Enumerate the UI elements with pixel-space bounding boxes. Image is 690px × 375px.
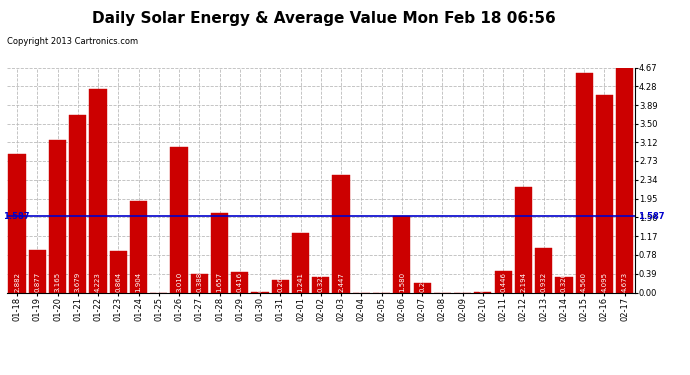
Bar	[495, 271, 512, 292]
Bar	[292, 233, 309, 292]
Text: Daily Solar Energy & Average Value Mon Feb 18 06:56: Daily Solar Energy & Average Value Mon F…	[92, 11, 556, 26]
Text: 1.904: 1.904	[135, 272, 141, 291]
Bar	[555, 277, 573, 292]
Text: 0.000: 0.000	[440, 271, 445, 291]
Text: 3.679: 3.679	[75, 271, 81, 291]
Text: 0.864: 0.864	[115, 272, 121, 291]
Bar	[333, 175, 350, 292]
Text: 0.932: 0.932	[541, 272, 546, 291]
Text: 2.447: 2.447	[338, 272, 344, 291]
Text: 4.673: 4.673	[622, 272, 628, 291]
Bar	[170, 147, 188, 292]
Bar	[69, 115, 86, 292]
Text: 0.877: 0.877	[34, 271, 40, 291]
Bar	[393, 216, 411, 292]
Text: 0.000: 0.000	[379, 271, 384, 291]
Text: 2.882: 2.882	[14, 272, 20, 291]
Text: 4.560: 4.560	[581, 272, 587, 291]
Bar	[29, 250, 46, 292]
Text: 0.320: 0.320	[561, 272, 567, 291]
Bar	[90, 89, 107, 292]
Bar	[190, 274, 208, 292]
Text: 0.388: 0.388	[197, 271, 202, 291]
Text: 1.241: 1.241	[297, 272, 304, 291]
Bar	[8, 154, 26, 292]
Bar	[535, 248, 552, 292]
Text: 2.194: 2.194	[520, 272, 526, 291]
Text: 4.223: 4.223	[95, 272, 101, 291]
Bar	[595, 95, 613, 292]
Text: 4.095: 4.095	[602, 272, 607, 291]
Bar	[515, 187, 532, 292]
Bar	[616, 68, 633, 292]
Text: 1.587: 1.587	[638, 211, 664, 220]
Text: 0.000: 0.000	[156, 271, 162, 291]
Bar	[49, 140, 66, 292]
Text: 0.000: 0.000	[460, 271, 466, 291]
Text: 0.204: 0.204	[419, 272, 425, 291]
Text: 0.012: 0.012	[257, 272, 263, 291]
Text: 1.587: 1.587	[3, 211, 30, 220]
Text: 0.416: 0.416	[237, 272, 243, 291]
Text: Copyright 2013 Cartronics.com: Copyright 2013 Cartronics.com	[7, 38, 138, 46]
Bar	[313, 277, 329, 292]
Bar	[575, 73, 593, 292]
Text: 1.657: 1.657	[217, 272, 223, 291]
Bar	[231, 273, 248, 292]
Text: 1.580: 1.580	[399, 272, 405, 291]
Text: 0.266: 0.266	[277, 272, 284, 291]
Bar	[130, 201, 147, 292]
Text: 0.446: 0.446	[500, 272, 506, 291]
Text: 3.010: 3.010	[176, 271, 182, 291]
Text: 0.000: 0.000	[358, 271, 364, 291]
Bar	[110, 251, 127, 292]
Text: 3.165: 3.165	[55, 272, 61, 291]
Text: 0.323: 0.323	[318, 272, 324, 291]
Bar	[211, 213, 228, 292]
Text: 0.002: 0.002	[480, 272, 486, 291]
Bar	[272, 280, 289, 292]
Bar	[413, 283, 431, 292]
